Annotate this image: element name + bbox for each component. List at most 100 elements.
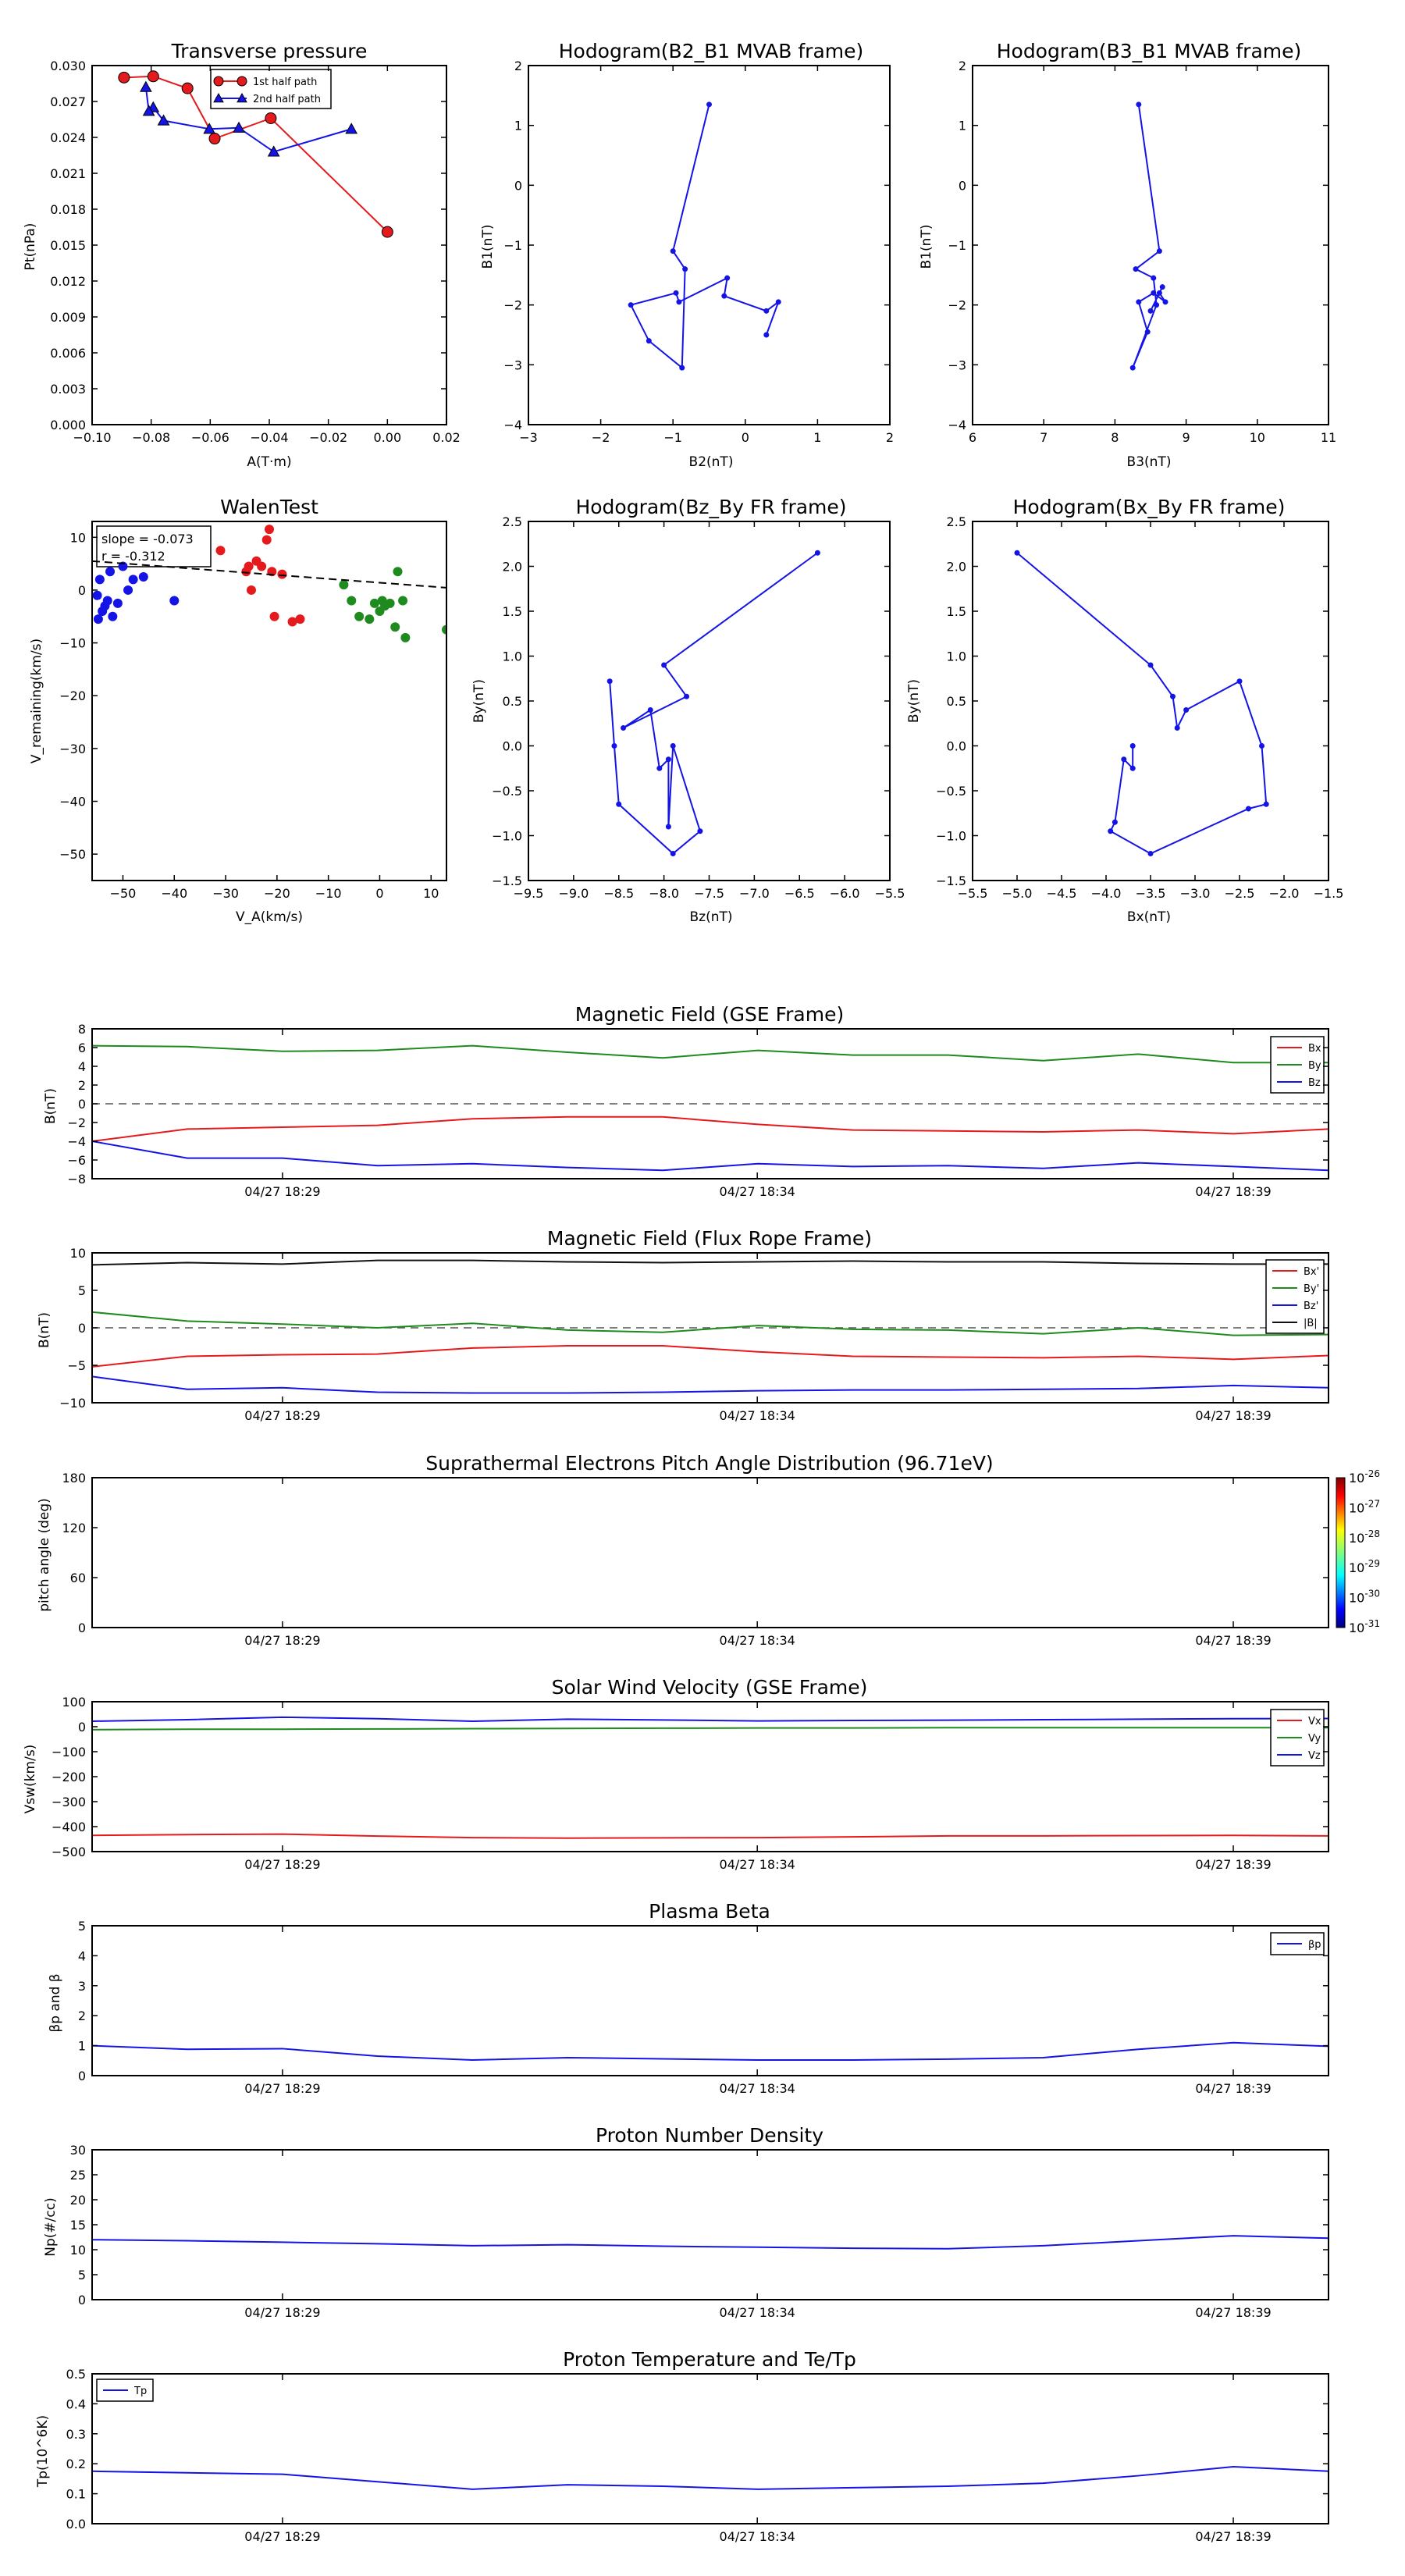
xtick-label-walen: −40 bbox=[161, 886, 187, 901]
xtick-label-hodo_b3b1: 6 bbox=[969, 430, 976, 445]
xtick-label-transverse_pressure: 0.02 bbox=[432, 430, 461, 445]
xtick-label-transverse_pressure: 0.00 bbox=[374, 430, 402, 445]
ytick-label-hodo_b2b1: 2 bbox=[514, 59, 522, 73]
vsw-series-Vx bbox=[91, 1833, 1329, 1839]
ytick-label-density: 5 bbox=[78, 2268, 86, 2282]
hodo_b3b1-point bbox=[1151, 275, 1157, 281]
walen-point bbox=[92, 590, 102, 600]
ytick-label-hodo_bxby: 2.5 bbox=[947, 514, 966, 529]
hodo_bxby-point bbox=[1245, 806, 1251, 812]
ytick-label-density: 10 bbox=[70, 2243, 86, 2258]
ytick-label-transverse_pressure: 0.000 bbox=[50, 418, 86, 432]
hodo_bxby-point bbox=[1129, 765, 1136, 771]
hodo_bxby-point bbox=[1147, 662, 1154, 668]
hodo_b3b1-point bbox=[1151, 290, 1157, 296]
walen-point bbox=[393, 567, 403, 577]
hodo_bxby-point bbox=[1174, 725, 1180, 731]
xtick-label-hodo_b2b1: −2 bbox=[592, 430, 610, 445]
mag_gse-series-Bx bbox=[91, 1115, 1329, 1142]
mag_gse-series-Bz bbox=[91, 1140, 1329, 1172]
xtick-label-walen: 10 bbox=[423, 886, 439, 901]
walen-fit-line bbox=[91, 560, 447, 589]
ytick-label-hodo_bxby: −1.5 bbox=[936, 873, 966, 888]
ylabel-mag-gse: B(nT) bbox=[43, 1088, 59, 1124]
xtick-label-hodo_b3b1: 11 bbox=[1321, 430, 1336, 445]
time-tick-label-temperature: 04/27 18:39 bbox=[1195, 2529, 1271, 2544]
xtick-label-walen: 0 bbox=[375, 886, 383, 901]
ytick-label-beta: 0 bbox=[78, 2069, 86, 2083]
time-tick-label-pad: 04/27 18:39 bbox=[1195, 1633, 1271, 1648]
ytick-label-beta: 3 bbox=[78, 1979, 86, 1994]
ytick-label-mag_fr: −10 bbox=[59, 1396, 86, 1411]
ytick-label-hodo_bxby: 0.5 bbox=[947, 694, 966, 709]
ytick-label-temperature: 0.0 bbox=[66, 2517, 86, 2532]
walen-point bbox=[105, 567, 116, 577]
plot-frame-hodo_bxby bbox=[972, 521, 1329, 881]
ytick-label-hodo_b2b1: 1 bbox=[514, 119, 522, 133]
ylabel-walen: V_remaining(km/s) bbox=[29, 639, 44, 763]
title-mag-gse: Magnetic Field (GSE Frame) bbox=[575, 1003, 844, 1026]
time-tick-label-mag_gse: 04/27 18:39 bbox=[1195, 1184, 1271, 1199]
walen-point bbox=[93, 614, 103, 624]
ytick-label-hodo_b3b1: 1 bbox=[959, 119, 966, 133]
time-tick-label-mag_fr: 04/27 18:39 bbox=[1195, 1408, 1271, 1423]
ytick-label-transverse_pressure: 0.030 bbox=[50, 59, 86, 73]
ytick-label-walen: 0 bbox=[78, 583, 86, 598]
walen-slope-text: slope = -0.073 bbox=[101, 532, 194, 546]
pressure-point-2nd bbox=[267, 145, 280, 157]
plot-frame-density bbox=[91, 2149, 1329, 2300]
title-temperature: Proton Temperature and Te/Tp bbox=[563, 2348, 856, 2371]
hodo_bxby-point bbox=[1014, 550, 1020, 556]
time-tick-label-vsw: 04/27 18:39 bbox=[1195, 1857, 1271, 1872]
mag_fr-legend-label: By' bbox=[1304, 1283, 1319, 1295]
walen-point bbox=[354, 611, 365, 621]
hodo_b2b1-point bbox=[775, 299, 781, 305]
mag_fr-series-|B| bbox=[91, 1259, 1329, 1266]
pressure-legend-box bbox=[210, 69, 332, 109]
time-tick-label-pad: 04/27 18:29 bbox=[244, 1633, 320, 1648]
xtick-label-hodo_b3b1: 7 bbox=[1040, 430, 1048, 445]
hodo_bzby-point bbox=[661, 662, 667, 668]
ytick-label-mag_gse: −2 bbox=[67, 1115, 86, 1130]
ylabel-temperature: Tp(10^6K) bbox=[35, 2415, 51, 2488]
ytick-label-pad: 60 bbox=[70, 1571, 86, 1585]
ytick-label-walen: −40 bbox=[59, 795, 86, 809]
hodo_b2b1-point bbox=[646, 338, 652, 344]
xtick-label-hodo_bzby: −6.5 bbox=[784, 886, 815, 901]
colorbar-tick-label: 10-31 bbox=[1349, 1618, 1380, 1635]
walen-point bbox=[398, 596, 408, 606]
plot-frame-hodo_b3b1 bbox=[972, 65, 1329, 425]
hodo_b2b1-point bbox=[763, 308, 770, 314]
xtick-label-hodo_b3b1: 10 bbox=[1250, 430, 1265, 445]
ytick-label-hodo_b2b1: −2 bbox=[503, 298, 522, 313]
chart-marks-layer: 1st half path 2nd half path Bx By Bz Bx' By' Bz… bbox=[91, 69, 1380, 2490]
hodo_bxby-point bbox=[1112, 819, 1118, 825]
hodo_bxby-point bbox=[1170, 693, 1176, 699]
walen-annotation-box bbox=[96, 525, 212, 568]
ytick-label-walen: −10 bbox=[59, 636, 86, 651]
ytick-label-density: 20 bbox=[70, 2193, 86, 2208]
walen-point bbox=[277, 569, 287, 579]
chart-frames-layer: 0.0000.0030.0060.0090.0120.0150.0180.021… bbox=[50, 59, 1343, 2544]
mag_gse-legend-label: Bz bbox=[1308, 1077, 1321, 1089]
xtick-label-hodo_bzby: −7.5 bbox=[694, 886, 724, 901]
hodo_b2b1-point bbox=[682, 266, 688, 272]
pressure-point-1st bbox=[381, 226, 393, 238]
plot-frame-hodo_b2b1 bbox=[528, 65, 891, 425]
title-walen: WalenTest bbox=[220, 496, 318, 518]
hodo_bxby-point bbox=[1121, 756, 1127, 763]
hodo_b2b1-point bbox=[724, 275, 731, 281]
ytick-label-vsw: −400 bbox=[52, 1820, 86, 1834]
ytick-label-density: 25 bbox=[70, 2168, 86, 2183]
ylabel-hodo-b3b1: B1(nT) bbox=[919, 225, 934, 269]
pressure-point-1st bbox=[265, 112, 277, 124]
xtick-label-hodo_bxby: −4.5 bbox=[1047, 886, 1077, 901]
time-tick-label-density: 04/27 18:34 bbox=[720, 2305, 795, 2320]
hodo_b3b1-point bbox=[1156, 290, 1162, 296]
hodo_bxby-point bbox=[1183, 707, 1190, 713]
ytick-label-hodo_bzby: 0.0 bbox=[503, 739, 522, 754]
walen-point bbox=[94, 575, 105, 585]
hodo_b2b1-point bbox=[676, 299, 682, 305]
xtick-label-hodo_b3b1: 8 bbox=[1111, 430, 1119, 445]
colorbar-rect bbox=[1336, 1477, 1346, 1628]
